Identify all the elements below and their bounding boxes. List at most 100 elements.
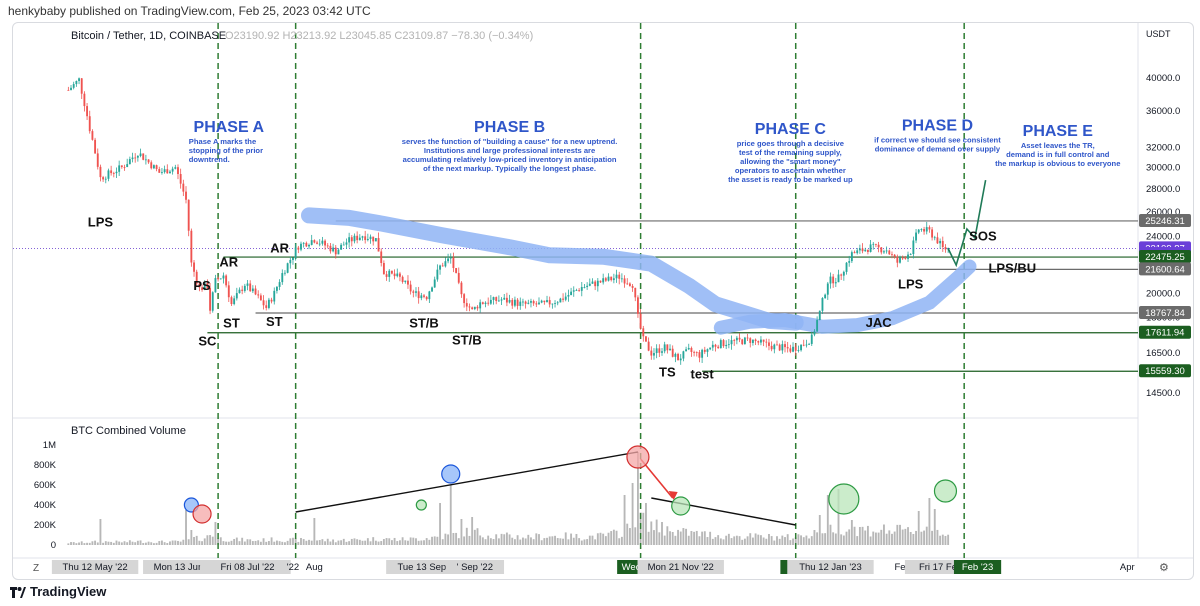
volume-bar [661,522,663,545]
time-tick-bg [445,560,505,574]
volume-bar [778,538,781,545]
volume-bar [209,535,212,545]
candle-body [463,294,466,304]
candle-body [324,240,327,246]
phase-description: operators to ascertain whether [735,166,846,175]
candle-body [722,340,725,347]
candle-body [476,306,479,309]
candle-body [473,306,476,310]
candle-body [781,344,784,351]
volume-bar [428,539,431,545]
volume-bar [829,524,832,545]
volume-bar [425,538,428,545]
volume-bar [348,541,351,545]
candle-body [874,243,877,245]
volume-bar [404,540,407,545]
candle-body [810,334,813,344]
candle-body [679,358,682,361]
candle-body [941,240,944,248]
candle-body [733,340,736,341]
volume-bar [321,539,324,545]
time-tick-label: Feb [894,562,910,573]
volume-bar [907,527,909,545]
candle-body [826,283,829,295]
candle-body [297,247,300,250]
volume-bar [637,452,639,545]
price-tick-label: 32000.0 [1146,142,1180,153]
volume-bar [596,533,599,545]
phase-title: PHASE B [474,119,545,136]
volume-bar [193,537,195,545]
volume-bar [757,534,760,545]
volume-bar [455,532,458,545]
volume-bar [947,534,950,545]
candle-body [120,165,123,167]
candle-body [816,320,819,332]
candle-body [500,299,503,301]
volume-bar [709,531,712,545]
candle-body [655,348,658,354]
volume-bar [198,540,201,545]
volume-bar [227,541,230,545]
phase-description: price goes through a decisive [737,139,844,148]
candle-body [265,305,268,308]
candle-body [591,281,594,284]
volume-bar [417,540,420,545]
price-tick-label: 24000.0 [1146,232,1180,243]
volume-bar [179,541,182,545]
candle-body [251,288,254,292]
candle-body [110,170,113,174]
volume-bar [826,495,829,545]
candle-body [166,169,169,174]
volume-bar [781,535,784,545]
candle-body [538,302,540,305]
candle-body [70,87,72,91]
candle-body [749,338,752,343]
candle-body [861,248,864,252]
phase-description: if correct we should see consistent [874,135,1001,144]
candle-body [374,238,377,242]
candle-body [559,298,562,303]
candle-body [543,300,546,303]
volume-bar [257,540,260,545]
candle-body [789,348,792,352]
volume-bar [294,538,297,545]
axes-layer: Bitcoin / Tether, 1D, COINBASEO23190.92 … [33,29,1191,574]
candle-body [286,263,289,273]
candle-body [706,349,709,352]
volume-tick-label: 200K [34,520,57,531]
candle-body [760,339,762,343]
wyckoff-label: ST/B [452,333,482,348]
volume-bar [473,529,476,545]
candle-body [535,303,538,305]
volume-bar [281,541,284,545]
volume-bar [717,535,720,545]
time-tick-label: ' Sep '22 [457,562,493,573]
volume-bar [233,538,236,545]
volume-bar [356,539,359,545]
volume-bar [484,539,487,545]
price-badge-label: 25246.31 [1145,216,1185,227]
time-tick-bg [787,560,874,574]
candle-body [134,157,137,159]
candle-body [711,344,714,348]
candle-body [610,276,613,281]
volume-bar [123,541,126,545]
volume-bar [522,537,524,545]
volume-bar [893,531,896,545]
candle-body [904,257,907,259]
candle-body [417,291,420,299]
candle-body [784,344,786,348]
chart-frame[interactable]: PHASE A Phase A marks the stopping of the … [12,22,1194,580]
volume-bar [174,540,177,545]
volume-bar [80,541,83,545]
volume-bar [195,535,198,545]
candle-body [305,242,308,247]
volume-bar [152,543,155,545]
candle-body [144,159,147,161]
tradingview-brand: TradingView [30,584,107,599]
volume-bar [770,536,773,545]
volume-bar [318,540,321,545]
volume-bar [382,539,385,545]
